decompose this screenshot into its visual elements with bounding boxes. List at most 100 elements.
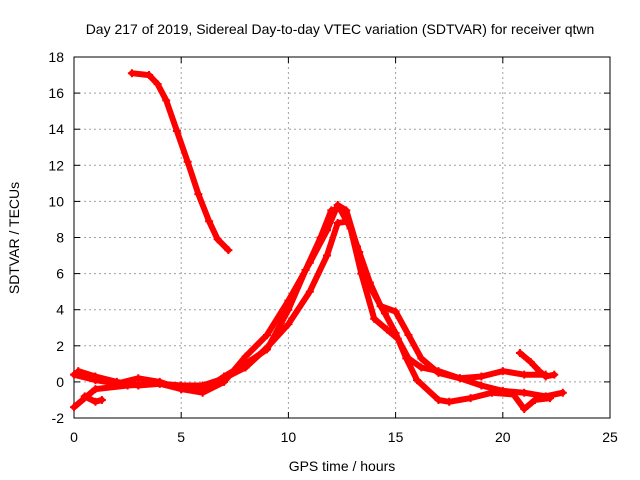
- data-point: [526, 358, 535, 367]
- data-point: [520, 404, 529, 413]
- data-point: [370, 314, 379, 323]
- data-point: [520, 388, 529, 397]
- y-axis-label: SDTVAR / TECUs: [6, 182, 22, 294]
- data-point: [134, 374, 143, 383]
- series-1: [127, 69, 233, 255]
- data-point: [535, 367, 544, 376]
- x-tick-label: 20: [495, 429, 511, 445]
- data-point: [305, 258, 314, 267]
- data-point: [241, 363, 250, 372]
- y-tick-label: 8: [56, 230, 64, 246]
- y-tick-label: 4: [56, 302, 64, 318]
- data-point: [241, 352, 250, 361]
- data-point: [91, 385, 100, 394]
- data-point: [380, 309, 389, 318]
- data-point: [70, 370, 78, 379]
- y-tick-label: 14: [48, 121, 64, 137]
- y-tick-label: 6: [56, 266, 64, 282]
- data-point: [70, 403, 78, 412]
- data-point: [383, 325, 392, 334]
- data-point: [545, 394, 554, 403]
- data-point: [91, 397, 100, 406]
- y-tick-label: 16: [48, 85, 64, 101]
- data-point: [305, 287, 314, 296]
- data-point: [541, 372, 550, 381]
- data-point: [413, 376, 422, 385]
- data-point: [498, 367, 507, 376]
- data-point: [550, 370, 559, 379]
- data-point: [127, 69, 136, 78]
- data-point: [194, 190, 203, 199]
- data-point: [177, 385, 186, 394]
- data-point: [74, 367, 83, 376]
- data-point: [477, 372, 486, 381]
- data-point: [530, 395, 539, 404]
- data-point: [520, 370, 529, 379]
- data-point: [198, 388, 207, 397]
- data-point: [353, 242, 362, 251]
- data-point: [112, 377, 121, 386]
- data-point: [198, 381, 207, 390]
- data-point: [515, 349, 524, 358]
- data-point: [97, 395, 106, 404]
- data-point: [404, 330, 413, 339]
- data-point: [155, 379, 164, 388]
- series-6: [80, 392, 106, 406]
- data-point: [333, 201, 342, 210]
- series-4: [74, 201, 554, 413]
- data-point: [262, 343, 271, 352]
- data-point: [224, 246, 233, 255]
- y-tick-label: 0: [56, 374, 64, 390]
- data-point: [162, 96, 171, 105]
- data-point: [213, 235, 222, 244]
- series-group: [70, 69, 567, 413]
- x-tick-label: 5: [177, 429, 185, 445]
- data-point: [262, 330, 271, 339]
- data-point: [363, 278, 372, 287]
- data-point: [145, 71, 154, 80]
- data-point: [342, 206, 351, 215]
- y-tick-label: 12: [48, 157, 64, 173]
- series-5: [515, 349, 559, 381]
- x-tick-label: 0: [70, 429, 78, 445]
- data-point: [477, 381, 486, 390]
- chart-title: Day 217 of 2019, Sidereal Day-to-day VTE…: [86, 21, 595, 37]
- data-point: [417, 354, 426, 363]
- data-point: [80, 392, 89, 401]
- x-tick-label: 15: [388, 429, 404, 445]
- data-point: [322, 251, 331, 260]
- data-point: [417, 363, 426, 372]
- y-tick-label: 10: [48, 193, 64, 209]
- data-point: [488, 388, 497, 397]
- data-point: [466, 394, 475, 403]
- x-axis-label: GPS time / hours: [289, 458, 396, 474]
- y-tick-label: 18: [48, 49, 64, 65]
- data-point: [509, 390, 518, 399]
- data-point: [391, 329, 400, 338]
- plot-frame: [73, 56, 611, 419]
- y-tick-label: 2: [56, 338, 64, 354]
- data-point: [402, 354, 411, 363]
- data-point: [455, 374, 464, 383]
- data-point: [391, 307, 400, 316]
- data-point: [91, 372, 100, 381]
- series-line: [128, 70, 232, 254]
- data-point: [153, 80, 162, 89]
- grid: [74, 57, 610, 418]
- x-tick-label: 10: [281, 429, 297, 445]
- data-point: [183, 157, 192, 166]
- data-point: [445, 397, 454, 406]
- data-point: [284, 296, 293, 305]
- data-point: [322, 226, 331, 235]
- data-point: [220, 377, 229, 386]
- data-point: [205, 217, 214, 226]
- y-tick-label: -2: [52, 410, 65, 426]
- data-point: [172, 127, 181, 136]
- data-point: [434, 395, 443, 404]
- data-point: [558, 388, 567, 397]
- data-point: [333, 219, 342, 228]
- data-point: [134, 381, 143, 390]
- data-point: [434, 368, 443, 377]
- data-point: [284, 320, 293, 329]
